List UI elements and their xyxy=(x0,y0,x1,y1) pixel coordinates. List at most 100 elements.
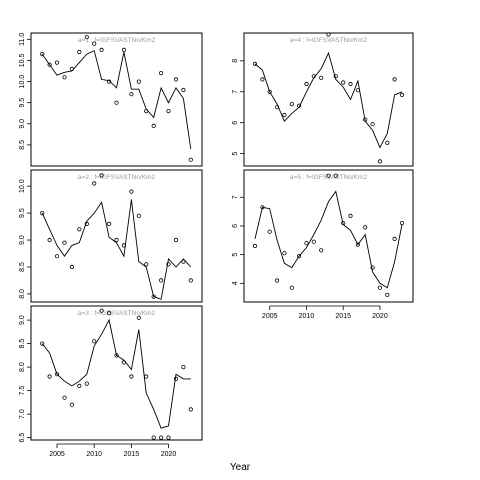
data-point xyxy=(62,395,67,400)
panels-layer: a=1 : f=IGFSVASTNo/Km2 8.5 9.0 9.5 10.0 10.5 1… xyxy=(19,32,414,458)
data-point xyxy=(129,92,134,97)
data-point xyxy=(296,254,302,259)
x-tick-label: 2005 xyxy=(262,313,278,320)
data-point xyxy=(355,242,360,247)
data-point xyxy=(282,112,287,118)
data-point xyxy=(151,435,156,440)
y-tick-label: 6 xyxy=(232,224,239,228)
y-tick-label: 6.5 xyxy=(19,433,26,443)
y-tick-label: 8.5 xyxy=(19,140,26,150)
data-point xyxy=(319,248,324,253)
data-point xyxy=(274,278,280,283)
data-point xyxy=(392,77,397,82)
data-point xyxy=(166,109,171,114)
data-point xyxy=(54,254,60,259)
panel-title: a=1 : f=IGFSVASTNo/Km2 xyxy=(78,37,156,44)
data-point xyxy=(363,117,368,122)
data-point xyxy=(121,360,127,365)
data-point xyxy=(92,41,97,46)
fit-line xyxy=(41,199,192,300)
data-point xyxy=(121,243,127,248)
data-point xyxy=(40,211,45,216)
data-point xyxy=(304,241,309,246)
y-tick-label: 8.5 xyxy=(19,339,26,349)
y-tick-label: 9.0 xyxy=(19,315,26,325)
data-point xyxy=(260,205,265,210)
data-point xyxy=(62,240,67,245)
y-tick-label: 7.0 xyxy=(19,409,26,419)
data-point xyxy=(84,221,89,226)
y-tick-label: 5 xyxy=(232,152,239,156)
data-point xyxy=(166,435,171,440)
data-point xyxy=(136,213,141,218)
y-tick-label: 7 xyxy=(232,90,239,94)
data-point xyxy=(77,227,82,232)
data-point xyxy=(188,407,193,412)
data-point xyxy=(107,310,112,316)
x-tick-label: 2010 xyxy=(86,451,102,458)
fit-line xyxy=(41,318,191,429)
data-point xyxy=(319,75,324,80)
data-point xyxy=(377,159,382,164)
y-tick-label: 10.0 xyxy=(19,179,26,193)
data-point xyxy=(188,278,193,283)
data-point xyxy=(311,239,316,244)
data-point xyxy=(173,237,179,243)
y-tick-label: 6 xyxy=(232,121,239,125)
panel-title: a=3 : f=IGFSVASTNo/Km2 xyxy=(78,310,156,317)
data-point xyxy=(333,173,338,178)
data-point xyxy=(274,105,280,110)
data-point xyxy=(159,71,164,76)
data-point xyxy=(385,292,390,297)
data-point xyxy=(252,61,258,67)
y-tick-label: 10.5 xyxy=(19,54,26,68)
data-point xyxy=(92,181,97,186)
data-point xyxy=(282,251,287,256)
data-point xyxy=(114,237,119,243)
data-point xyxy=(129,189,134,194)
data-point xyxy=(385,140,390,145)
data-point xyxy=(348,213,353,218)
data-point xyxy=(267,229,272,234)
data-point xyxy=(136,315,141,320)
data-point xyxy=(144,374,149,379)
data-point xyxy=(99,308,104,313)
x-axis-label: Year xyxy=(230,462,251,473)
x-tick-label: 2020 xyxy=(161,451,177,458)
data-point xyxy=(348,81,353,87)
panel-frame xyxy=(30,305,203,441)
panel-3: a=3 : f=IGFSVASTNo/Km2 6.5 7.0 7.5 8.0 8.5 9.0… xyxy=(19,305,203,458)
data-point xyxy=(399,92,405,98)
panel-frame xyxy=(243,169,414,303)
y-tick-label: 10.0 xyxy=(19,75,26,89)
data-point xyxy=(289,285,294,290)
data-point xyxy=(260,77,265,82)
panel-4: a=4 : f=IGFSVASTNo/Km2 5 6 7 8 xyxy=(232,32,414,167)
data-point xyxy=(151,294,156,299)
data-point xyxy=(114,100,119,105)
data-point xyxy=(188,157,193,162)
y-tick-label: 8.5 xyxy=(19,262,26,272)
data-point xyxy=(159,278,164,283)
fit-line xyxy=(41,50,192,150)
data-point xyxy=(84,381,89,386)
data-point xyxy=(114,353,119,358)
data-point xyxy=(304,81,309,87)
y-tick-label: 11.0 xyxy=(19,33,26,46)
data-point xyxy=(326,32,331,37)
data-point xyxy=(341,221,346,226)
data-point xyxy=(69,264,75,270)
y-tick-label: 9.5 xyxy=(19,98,26,108)
x-tick-label: 2020 xyxy=(372,313,388,320)
y-tick-label: 8.0 xyxy=(19,362,26,372)
data-point xyxy=(181,364,186,370)
data-point xyxy=(136,79,141,84)
fit-line xyxy=(254,190,403,289)
data-point xyxy=(40,341,45,346)
data-point xyxy=(47,62,52,67)
x-tick-label: 2015 xyxy=(335,313,351,320)
data-point xyxy=(54,60,60,65)
x-tick-label: 2015 xyxy=(124,451,140,458)
data-point xyxy=(326,173,331,178)
